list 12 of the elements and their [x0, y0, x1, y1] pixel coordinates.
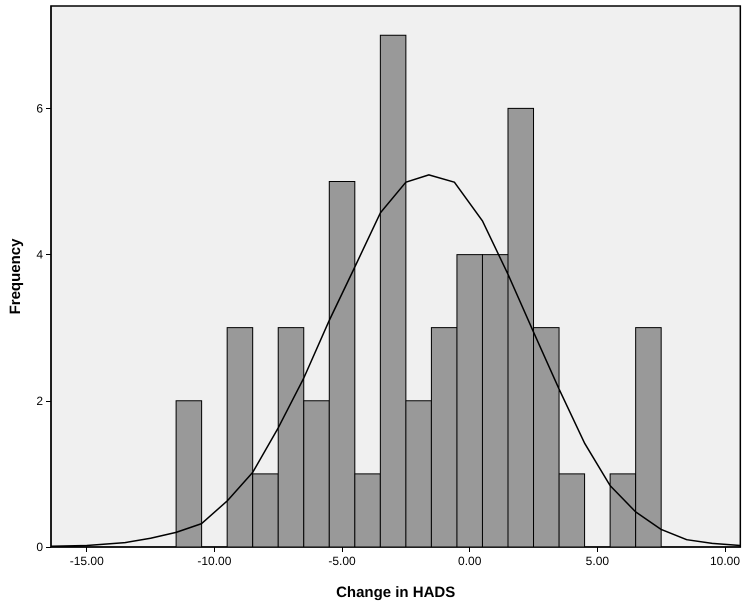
x-tick-label: 5.00 — [586, 554, 610, 568]
y-tick-label: 2 — [36, 394, 44, 408]
y-axis-title: Frequency — [7, 238, 24, 314]
x-axis-title: Change in HADS — [336, 584, 456, 601]
y-tick-label: 4 — [36, 248, 44, 262]
x-tick-label: -5.00 — [328, 554, 356, 568]
x-tick-label: -15.00 — [70, 554, 104, 568]
y-tick-label: 0 — [36, 540, 44, 554]
y-tick-label: 6 — [36, 101, 44, 116]
x-tick-label: 0.00 — [458, 554, 482, 568]
x-tick-label: -10.00 — [197, 554, 232, 568]
x-tick-label: 10.00 — [710, 554, 740, 568]
